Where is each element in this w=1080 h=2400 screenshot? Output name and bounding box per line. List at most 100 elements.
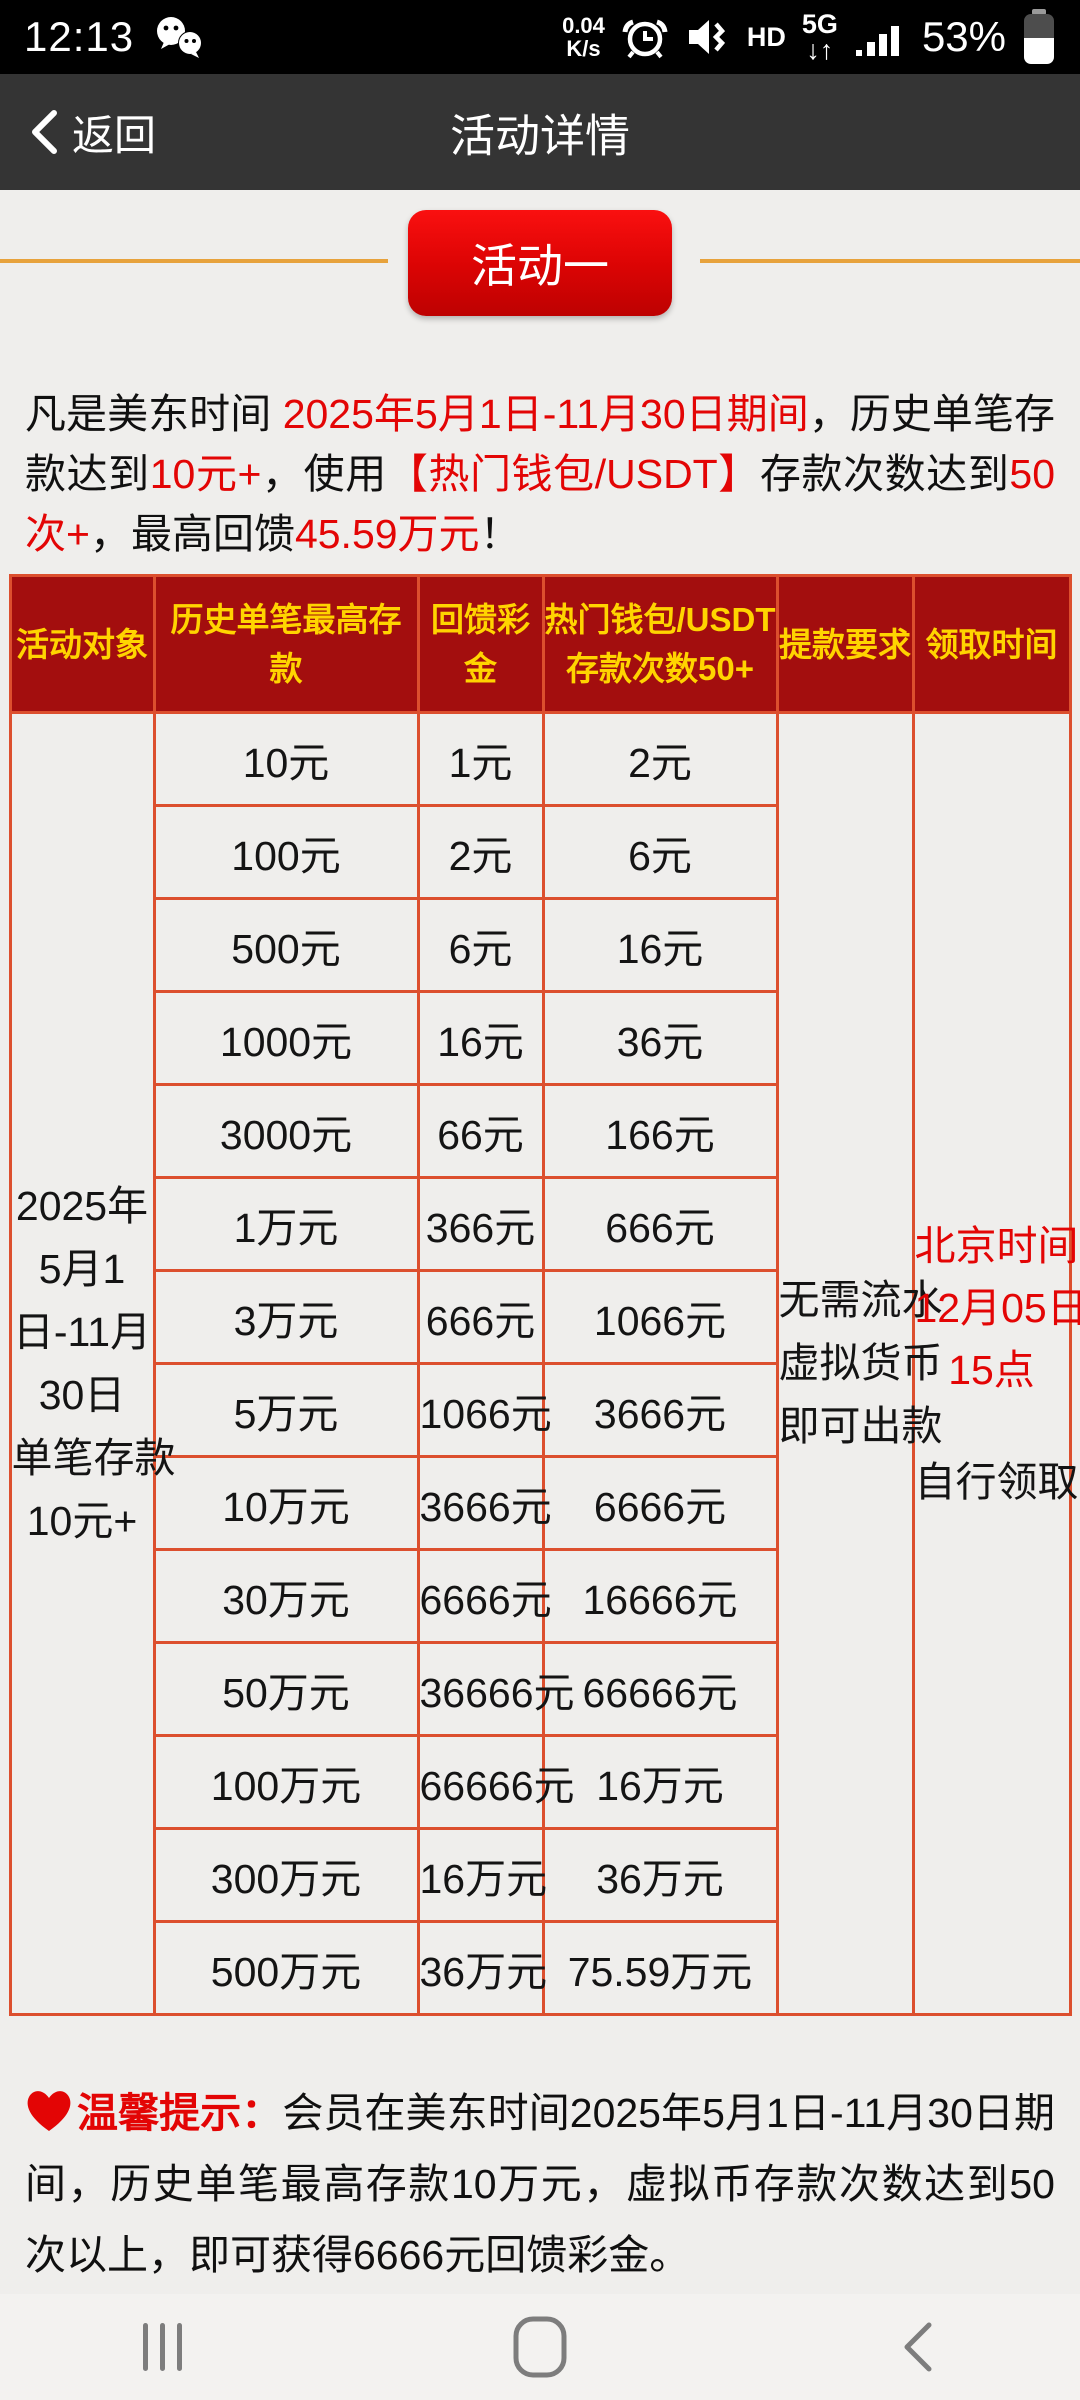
battery-percent: 53% <box>921 13 1006 60</box>
withdraw-requirement-cell-line: 无需流水 <box>778 1277 943 1323</box>
usdt-rebate-cell: 16万元 <box>541 1734 779 1830</box>
deposit-amount-cell: 5万元 <box>152 1362 420 1458</box>
claim-time-cell: 北京时间 12月05日 15点自行领取 <box>911 711 1080 2016</box>
deposit-amount-cell: 300万元 <box>152 1827 420 1923</box>
divider-line-right <box>700 259 1080 263</box>
intro-segment: 存款次数达到 <box>759 451 1010 497</box>
withdraw-requirement-cell-line: 即可出款 <box>778 1403 943 1449</box>
home-icon <box>513 2316 567 2378</box>
deposit-amount-cell: 100万元 <box>152 1734 420 1830</box>
activity-target-cell-line: 30日 <box>38 1371 126 1418</box>
notice-title: 温馨提示： <box>77 2090 283 2136</box>
network-type-label: 5G <box>801 9 838 39</box>
battery-icon <box>1024 9 1054 64</box>
table-row: 50万元 36666元 66666元 <box>10 1641 1070 1737</box>
intro-highlight: 【热门钱包/USDT】 <box>386 451 760 497</box>
usdt-rebate-cell: 6666元 <box>541 1455 779 1551</box>
table-header-line: 存款次数50+ <box>566 650 754 687</box>
home-button[interactable] <box>505 2312 575 2382</box>
rebate-bonus-cell: 6666元 <box>416 1548 552 1644</box>
divider-line-left <box>0 259 388 263</box>
nav-back-button[interactable] <box>882 2312 952 2382</box>
usdt-rebate-cell: 2元 <box>541 711 779 807</box>
table-row: 3万元 666元 1066元 <box>10 1269 1070 1365</box>
intro-segment: ！ <box>479 511 521 557</box>
claim-self-line: 自行领取 <box>914 1458 1079 1505</box>
rebate-bonus-cell: 1066元 <box>416 1362 552 1458</box>
table-row: 30万元 6666元 16666元 <box>10 1548 1070 1644</box>
wechat-icon <box>157 17 203 58</box>
network-speed-unit: K/s <box>566 36 601 61</box>
table-header-line: 提款要求 <box>779 625 911 663</box>
table-row: 10万元 3666元 6666元 <box>10 1455 1070 1551</box>
deposit-amount-cell: 1000元 <box>152 990 420 1086</box>
recents-icon <box>143 2323 182 2371</box>
table-header-cell: 回馈彩金 <box>416 574 545 714</box>
rebate-bonus-cell: 66666元 <box>416 1734 575 1830</box>
usdt-rebate-cell: 75.59万元 <box>541 1920 779 2016</box>
activity-target-cell-line: 日-11月 <box>12 1308 152 1355</box>
activity-target-cell-line: 2025年 <box>15 1182 149 1229</box>
network-speed-value: 0.04 <box>562 13 605 38</box>
signal-icon <box>855 26 899 56</box>
rebate-bonus-cell: 66元 <box>416 1083 545 1179</box>
status-bar: 12:13 0.04 K/s HD 5G ↓↑ <box>0 0 1080 74</box>
withdraw-requirement-cell-line: 虚拟货币 <box>778 1340 943 1386</box>
back-button[interactable]: 返回 <box>28 102 156 163</box>
table-header-line: 回馈彩金 <box>431 601 530 687</box>
intro-highlight: 2025年5月1日-11月30日期间 <box>282 391 809 437</box>
usdt-rebate-cell: 166元 <box>541 1083 779 1179</box>
claim-time-red-line: 北京时间 <box>914 1222 1079 1269</box>
android-nav-bar <box>0 2294 1080 2400</box>
deposit-amount-cell: 10元 <box>152 711 420 807</box>
intro-text: 凡是美东时间 2025年5月1日-11月30日期间，历史单笔存款达到10元+，使… <box>25 384 1055 564</box>
activity-target-cell: 2025年 5月1 日-11月 30日单笔存款 10元+ <box>8 711 176 2016</box>
promo-table: 活动对象 历史单笔最高存款 回馈彩金 热门钱包/USDT 存款次数50+ 提款要求 领取时间… <box>8 574 1080 2016</box>
recents-button[interactable] <box>128 2312 198 2382</box>
usdt-rebate-cell: 66666元 <box>541 1641 779 1737</box>
usdt-rebate-cell: 1066元 <box>541 1269 779 1365</box>
activity-target-cell-line: 5月1 <box>38 1245 126 1292</box>
table-header-row: 活动对象 历史单笔最高存款 回馈彩金 热门钱包/USDT 存款次数50+ 提款要求 领取时间 <box>8 574 1072 714</box>
alarm-icon <box>622 19 668 59</box>
intro-highlight: 45.59万元 <box>294 511 480 557</box>
intro-highlight: 50次+ <box>25 451 1056 557</box>
table-row: 3000元 66元 166元 <box>10 1083 1070 1179</box>
activity-target-cell-line: 单笔存款 <box>11 1434 176 1481</box>
table-row: 5万元 1066元 3666元 <box>10 1362 1070 1458</box>
claim-time-red-line: 15点 <box>948 1346 1035 1393</box>
usdt-rebate-cell: 36元 <box>541 990 779 1086</box>
intro-highlight: 10元+ <box>149 451 262 497</box>
claim-time-red-line: 12月05日 <box>914 1284 1080 1331</box>
deposit-amount-cell: 10万元 <box>152 1455 420 1551</box>
activity-pill-row: 活动一 <box>0 210 1080 316</box>
usdt-rebate-cell: 36万元 <box>541 1827 779 1923</box>
rebate-bonus-cell: 666元 <box>416 1269 545 1365</box>
back-button-label: 返回 <box>72 111 157 159</box>
table-row: 1万元 366元 666元 <box>10 1176 1070 1272</box>
table-row: 500元 6元 16元 <box>10 897 1070 993</box>
intro-segment: 凡是美东时间 <box>25 391 283 437</box>
table-header-line: 活动对象 <box>16 625 148 663</box>
page-title: 活动详情 <box>449 110 631 162</box>
activity-tab-button[interactable]: 活动一 <box>408 210 672 316</box>
heart-icon <box>27 2091 71 2131</box>
usdt-rebate-cell: 666元 <box>541 1176 779 1272</box>
table-header-line: 历史单笔最高存款 <box>170 601 402 687</box>
deposit-amount-cell: 3000元 <box>152 1083 420 1179</box>
network-speed: 0.04 K/s <box>562 14 605 60</box>
deposit-amount-cell: 500元 <box>152 897 420 993</box>
deposit-amount-cell: 30万元 <box>152 1548 420 1644</box>
table-header-cell: 热门钱包/USDT 存款次数50+ <box>541 574 779 714</box>
table-row: 100万元 66666元 16万元 <box>10 1734 1070 1830</box>
deposit-amount-cell: 3万元 <box>152 1269 420 1365</box>
activity-target-cell-line: 10元+ <box>26 1497 138 1544</box>
clock-time: 12:13 <box>24 13 135 60</box>
rebate-bonus-cell: 16元 <box>416 990 545 1086</box>
intro-segment: ，使用 <box>261 451 387 497</box>
rebate-bonus-cell: 1元 <box>416 711 545 807</box>
usdt-rebate-cell: 16666元 <box>541 1548 779 1644</box>
rebate-bonus-cell: 36666元 <box>416 1641 575 1737</box>
network-arrows: ↓↑ <box>806 35 834 65</box>
usdt-rebate-cell: 16元 <box>541 897 779 993</box>
